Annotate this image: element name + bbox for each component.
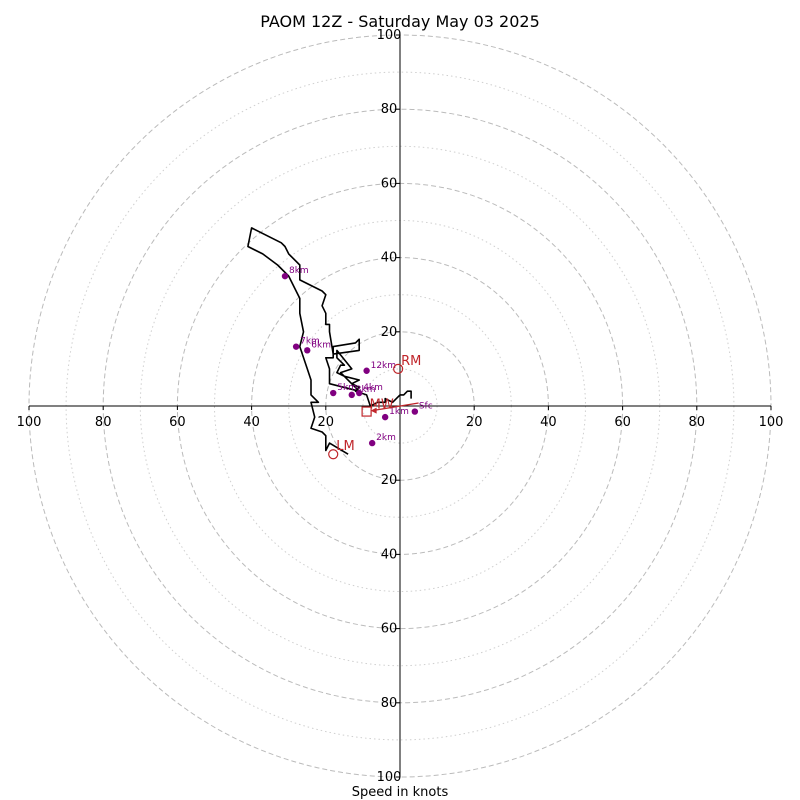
y-tick-label: 40 — [381, 547, 398, 562]
mean-wind-label: MW — [370, 398, 394, 413]
left-mover-marker — [328, 449, 339, 460]
mean-wind-arrow — [372, 402, 419, 412]
left-mover-label: LM — [336, 439, 354, 454]
height-point-label: 8km — [289, 266, 309, 276]
mean-wind-marker — [361, 406, 372, 417]
height-point-label: 6km — [311, 340, 331, 350]
height-point-2km: 2km — [368, 433, 396, 447]
x-tick-label: 80 — [95, 415, 112, 430]
height-point-marker — [411, 408, 419, 415]
height-point-marker — [304, 347, 311, 354]
height-point-3km: 3km — [348, 385, 376, 399]
y-tick-label: 80 — [381, 102, 398, 117]
height-point-marker — [368, 439, 376, 447]
y-tick-label: 40 — [381, 251, 398, 266]
height-point-5km: 5km — [330, 383, 357, 397]
y-tick-label: 60 — [381, 622, 398, 637]
x-tick-label: 40 — [540, 415, 557, 430]
y-tick-label: 20 — [381, 325, 398, 340]
x-tick-label: 40 — [243, 415, 260, 430]
x-tick-label: 60 — [169, 415, 186, 430]
height-point-label: Sfc — [419, 402, 433, 412]
mean-wind-arrowhead — [370, 407, 377, 414]
height-point-marker — [363, 367, 370, 374]
wind-profile — [247, 227, 412, 455]
height-point-label: 7km — [300, 337, 320, 347]
y-tick-label: 100 — [377, 770, 402, 785]
y-tick-label: 80 — [381, 696, 398, 711]
height-point-label: 3km — [356, 385, 376, 395]
x-tick-label: 20 — [466, 415, 483, 430]
height-point-label: 5km — [337, 383, 357, 393]
hodograph-trace — [247, 227, 412, 455]
height-point-12km: 12km — [363, 361, 396, 374]
height-point-7km: 7km — [292, 337, 320, 350]
y-tick-label: 20 — [381, 473, 398, 488]
x-tick-label: 100 — [17, 415, 42, 430]
right-mover-marker — [393, 363, 404, 374]
height-point-8km: 8km — [281, 266, 309, 280]
height-point-marker — [355, 389, 363, 397]
height-point-label: 2km — [376, 433, 396, 443]
height-point-marker — [292, 343, 300, 350]
storm-motion-markers: MW RM LM — [328, 354, 421, 460]
x-tick-label: 80 — [689, 415, 706, 430]
x-tick-label: 100 — [759, 415, 784, 430]
height-point-label: 12km — [371, 361, 396, 371]
y-tick-label: 100 — [377, 28, 402, 43]
y-tick-label: 60 — [381, 176, 398, 191]
height-point-6km: 6km — [304, 340, 331, 354]
chart-title: PAOM 12Z - Saturday May 03 2025 — [260, 12, 540, 31]
x-tick-label: 60 — [614, 415, 631, 430]
height-point-sfc: Sfc — [411, 402, 433, 415]
height-point-label: 4km — [363, 383, 383, 393]
tick-labels: 20 20 20 20 40 40 40 40 60 60 60 60 80 80 80 80 100 100 10… — [17, 28, 784, 785]
right-mover-label: RM — [401, 354, 421, 369]
height-point-marker — [348, 391, 355, 399]
x-tick-label: 20 — [318, 415, 335, 430]
height-point-marker — [381, 413, 389, 421]
height-point-1km: 1km — [381, 407, 409, 421]
height-point-label: 1km — [389, 407, 409, 417]
height-point-marker — [330, 389, 337, 397]
height-point-marker — [281, 272, 289, 280]
height-point-4km: 4km — [355, 383, 383, 397]
x-axis-label: Speed in knots — [352, 785, 449, 800]
